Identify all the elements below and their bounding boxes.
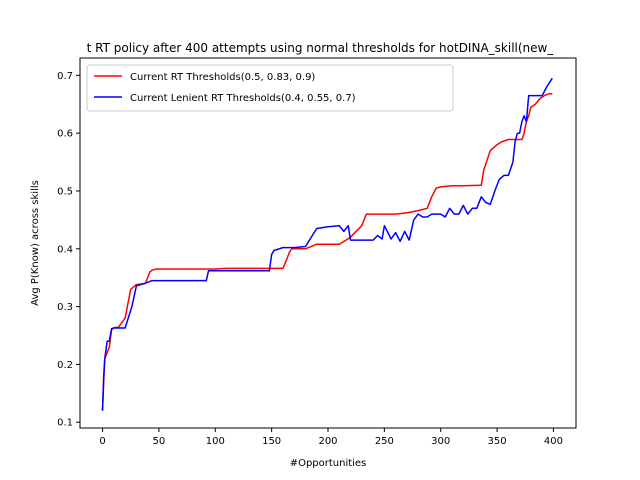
x-tick-label: 0 [99,436,105,447]
y-tick-label: 0.7 [57,71,73,82]
x-tick-label: 300 [431,436,450,447]
legend: Current RT Thresholds(0.5, 0.83, 0.9) Cur… [86,64,454,112]
x-tick-label: 150 [262,436,281,447]
legend-entry-0: Current RT Thresholds(0.5, 0.83, 0.9) [130,72,315,83]
series-line-0 [101,93,553,411]
y-tick-label: 0.5 [57,186,73,197]
chart-title: t RT policy after 400 attempts using nor… [87,41,555,55]
x-axis-ticks: 0 50 100 150 200 250 300 350 400 [99,428,563,447]
plot-series [101,77,553,411]
y-axis-ticks: 0.1 0.2 0.3 0.4 0.5 0.6 0.7 [57,71,80,429]
x-tick-label: 400 [544,436,563,447]
x-tick-label: 250 [375,436,394,447]
series-line-1 [101,77,553,411]
y-axis-label: Avg P(Know) across skills [30,180,41,306]
y-tick-label: 0.4 [57,244,73,255]
x-tick-label: 200 [318,436,337,447]
x-axis-label: #Opportunities [290,458,367,469]
y-tick-label: 0.6 [57,129,73,140]
legend-entry-1: Current Lenient RT Thresholds(0.4, 0.55,… [130,93,356,104]
x-tick-label: 350 [488,436,507,447]
x-tick-label: 50 [153,436,166,447]
y-tick-label: 0.1 [57,418,73,429]
y-tick-label: 0.2 [57,360,73,371]
legend-box [86,64,454,112]
y-tick-label: 0.3 [57,302,73,313]
x-tick-label: 100 [206,436,225,447]
